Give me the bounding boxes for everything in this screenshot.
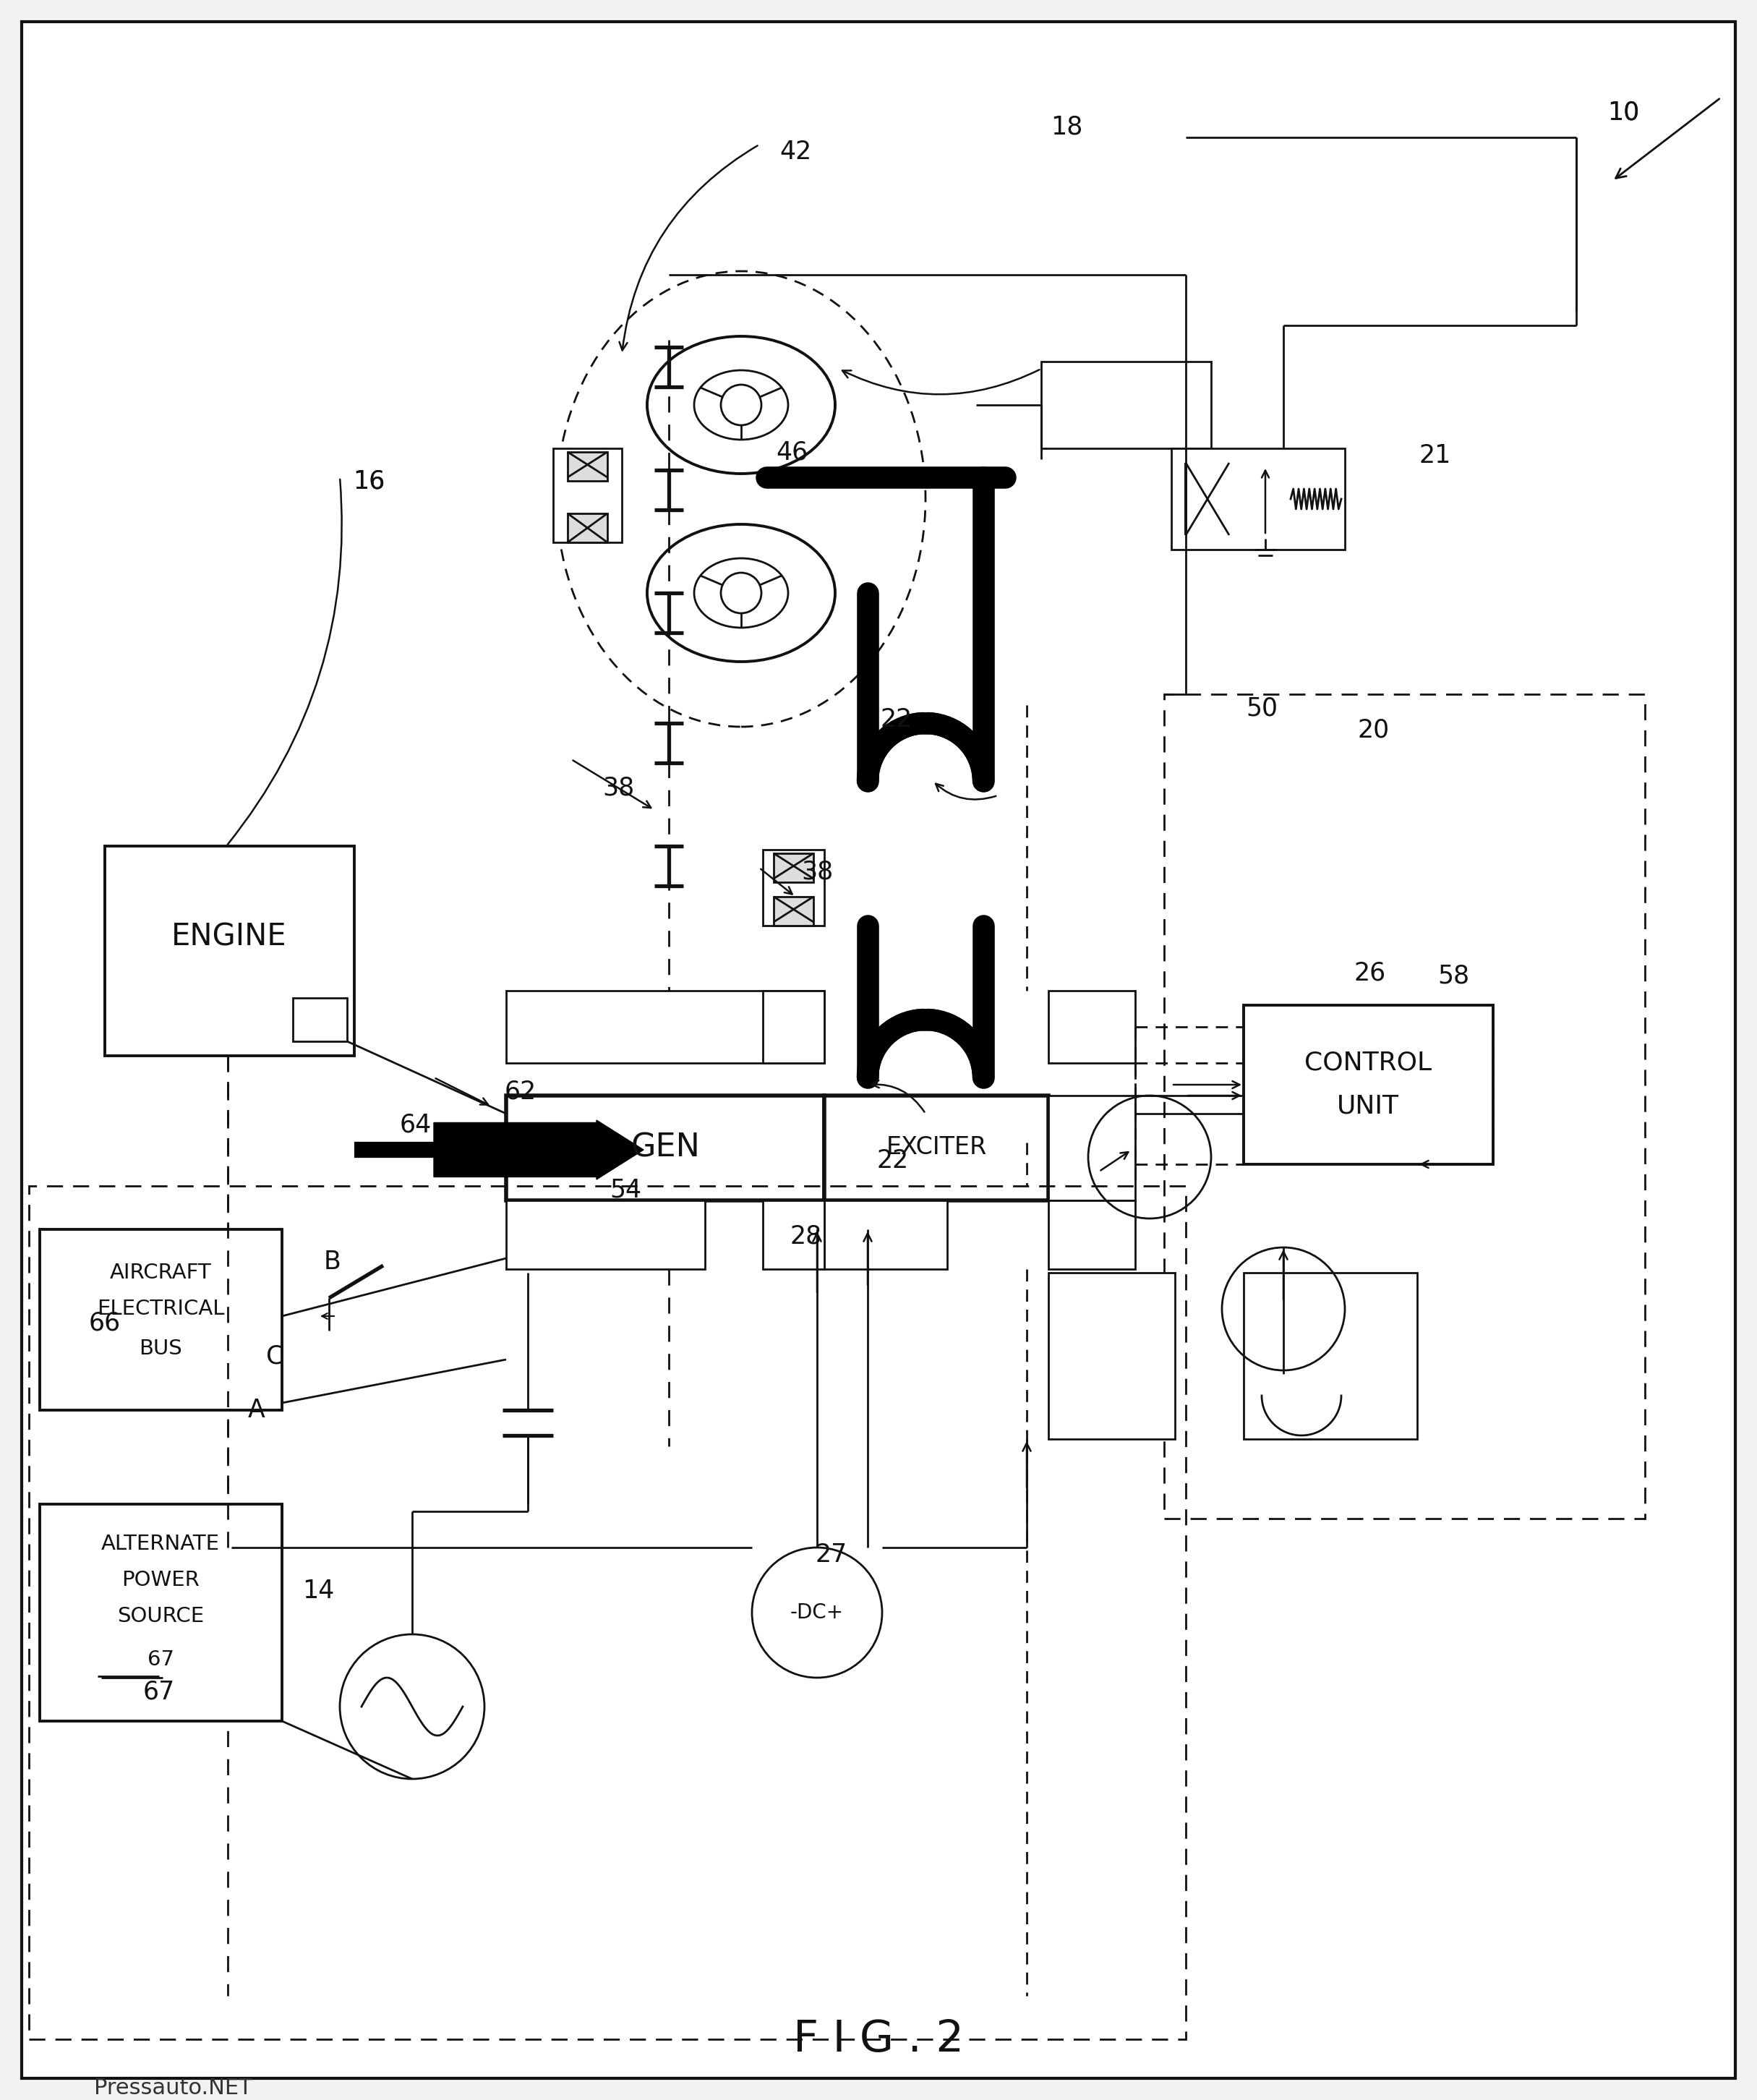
- Text: 26: 26: [1355, 960, 1386, 985]
- Bar: [1042, 361, 1211, 447]
- Bar: [1049, 1273, 1175, 1438]
- Text: 67: 67: [148, 1648, 174, 1670]
- Text: B: B: [323, 1250, 341, 1275]
- Circle shape: [720, 384, 761, 424]
- Bar: [105, 846, 355, 1056]
- Bar: [1049, 1201, 1135, 1268]
- Bar: [1172, 447, 1344, 550]
- Bar: [1049, 1096, 1135, 1201]
- Text: 27: 27: [815, 1544, 847, 1567]
- Bar: [1165, 695, 1645, 1518]
- Bar: [506, 1096, 824, 1201]
- Text: EXCITER: EXCITER: [886, 1136, 987, 1159]
- Bar: [506, 1201, 705, 1268]
- Text: 16: 16: [353, 468, 385, 494]
- Text: 38: 38: [603, 775, 634, 800]
- Text: F I G . 2: F I G . 2: [792, 2018, 965, 2060]
- Text: 58: 58: [1437, 964, 1469, 989]
- Bar: [553, 447, 622, 542]
- Bar: [763, 851, 824, 926]
- Bar: [568, 452, 608, 481]
- Text: SOURCE: SOURCE: [118, 1606, 204, 1625]
- Text: ALTERNATE: ALTERNATE: [102, 1533, 220, 1554]
- Text: 16: 16: [353, 468, 385, 494]
- Text: Pressauto.NET: Pressauto.NET: [93, 2077, 251, 2098]
- Text: A: A: [248, 1399, 265, 1422]
- Text: CONTROL: CONTROL: [1304, 1050, 1432, 1075]
- Bar: [28, 1186, 1186, 2039]
- Circle shape: [720, 573, 761, 613]
- Bar: [824, 1096, 1049, 1201]
- Text: 67: 67: [142, 1680, 176, 1705]
- Text: 20: 20: [1358, 718, 1390, 743]
- Text: 66: 66: [90, 1310, 121, 1336]
- Bar: [773, 853, 813, 882]
- Bar: [40, 1228, 281, 1409]
- Text: 10: 10: [1608, 101, 1639, 124]
- Bar: [1244, 1006, 1493, 1163]
- Bar: [293, 998, 348, 1042]
- Text: 14: 14: [302, 1579, 334, 1602]
- Text: ELECTRICAL: ELECTRICAL: [97, 1298, 225, 1319]
- Text: 38: 38: [801, 859, 833, 884]
- Text: 10: 10: [1608, 101, 1639, 124]
- Text: 54: 54: [610, 1178, 641, 1201]
- Bar: [824, 1201, 947, 1268]
- Text: 18: 18: [1051, 113, 1082, 139]
- Text: BUS: BUS: [139, 1338, 183, 1359]
- Text: AIRCRAFT: AIRCRAFT: [109, 1262, 211, 1283]
- Text: 21: 21: [1420, 443, 1451, 468]
- Text: 42: 42: [780, 139, 812, 164]
- Text: 28: 28: [791, 1224, 822, 1250]
- Text: ENGINE: ENGINE: [172, 922, 286, 951]
- Text: 22: 22: [877, 1149, 908, 1174]
- Bar: [773, 897, 813, 926]
- Bar: [763, 1201, 824, 1268]
- Bar: [1049, 991, 1135, 1063]
- Bar: [506, 991, 824, 1063]
- Text: 46: 46: [777, 439, 808, 464]
- Text: GEN: GEN: [631, 1132, 699, 1163]
- Text: -DC+: -DC+: [791, 1602, 843, 1623]
- Bar: [763, 991, 824, 1063]
- Text: C: C: [265, 1344, 283, 1369]
- FancyArrow shape: [434, 1119, 643, 1180]
- Text: 64: 64: [401, 1113, 432, 1136]
- Text: 22: 22: [880, 708, 912, 731]
- Bar: [568, 512, 608, 542]
- Text: 50: 50: [1246, 697, 1277, 720]
- Text: POWER: POWER: [121, 1571, 200, 1590]
- Bar: [40, 1504, 281, 1722]
- Text: UNIT: UNIT: [1337, 1094, 1399, 1119]
- Text: 62: 62: [504, 1079, 536, 1105]
- Bar: [1244, 1273, 1418, 1438]
